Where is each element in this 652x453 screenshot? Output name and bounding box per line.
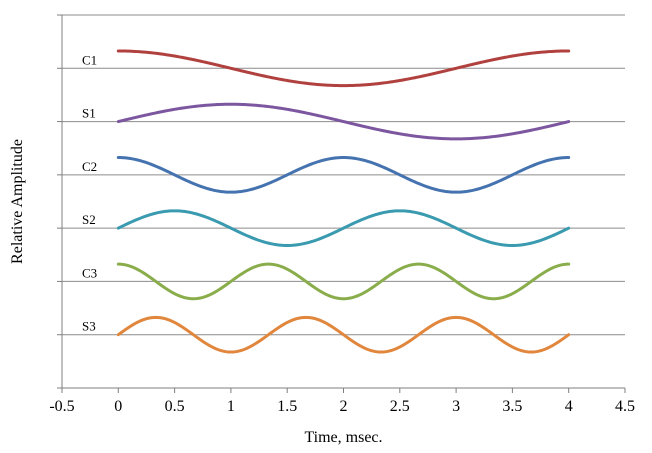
series-line-s2 bbox=[116, 209, 571, 247]
x-tick-label: 3 bbox=[452, 398, 460, 415]
series-labels: C1 S1 C2 S2 C3 S3 bbox=[82, 52, 97, 333]
x-tick-label: 0.5 bbox=[165, 398, 185, 415]
x-tick-label: 1 bbox=[227, 398, 235, 415]
x-tick-label: 3.5 bbox=[502, 398, 522, 415]
series-label-s3: S3 bbox=[82, 319, 96, 334]
series-label-c2: C2 bbox=[82, 159, 97, 174]
series-label-s1: S1 bbox=[82, 106, 96, 121]
series-line-c2 bbox=[116, 156, 571, 194]
series-label-s2: S2 bbox=[82, 212, 96, 227]
series-line-s3 bbox=[116, 315, 571, 354]
x-tick-label: -0.5 bbox=[49, 398, 74, 415]
series-line-c1 bbox=[116, 49, 571, 88]
x-tick-label: 4 bbox=[565, 398, 573, 415]
x-tick-label: 0 bbox=[114, 398, 122, 415]
series-line-c3 bbox=[116, 262, 571, 301]
series-label-c1: C1 bbox=[82, 52, 97, 67]
x-axis-title: Time, msec. bbox=[304, 429, 382, 446]
x-tick-label: 1.5 bbox=[277, 398, 297, 415]
axes: -0.5 0 0.5 1 1.5 2 2.5 3 3.5 4 4.5 bbox=[49, 14, 635, 415]
series-label-c3: C3 bbox=[82, 265, 97, 280]
gridlines bbox=[62, 14, 625, 336]
series-lines bbox=[116, 49, 571, 354]
x-tick-label: 2.5 bbox=[390, 398, 410, 415]
y-axis-title: Relative Amplitude bbox=[9, 139, 26, 264]
series-line-s1 bbox=[116, 102, 571, 141]
x-tick-label: 4.5 bbox=[615, 398, 635, 415]
x-tick-label: 2 bbox=[340, 398, 348, 415]
